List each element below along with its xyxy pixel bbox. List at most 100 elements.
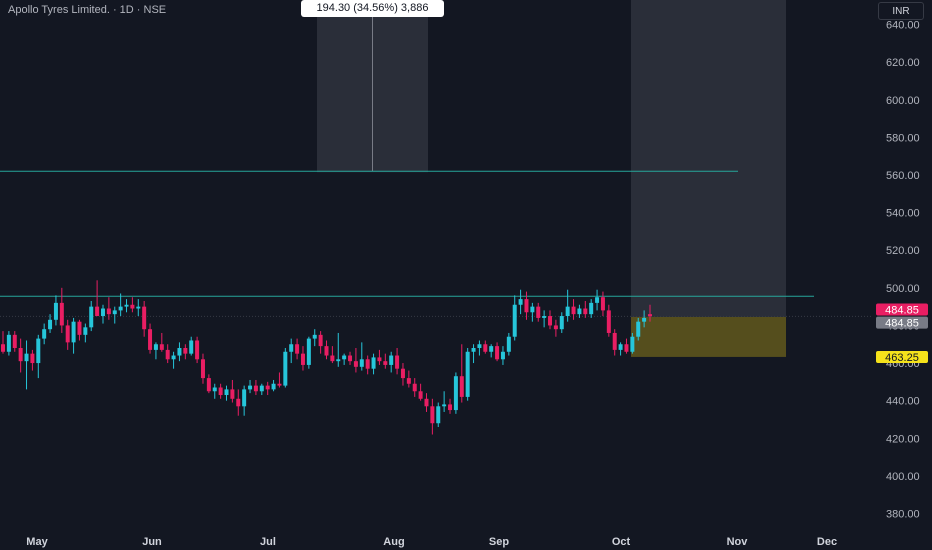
candle[interactable] [436,402,441,427]
price-axis[interactable]: 380.00400.00420.00440.00460.00480.00500.… [886,20,920,521]
candle[interactable] [383,353,388,369]
candle[interactable] [148,323,153,354]
candle[interactable] [506,332,511,356]
candle[interactable] [212,383,217,399]
candle[interactable] [248,379,253,394]
candle[interactable] [595,289,600,311]
candle[interactable] [524,291,529,320]
candle[interactable] [571,299,576,320]
candle[interactable] [589,299,594,318]
candle[interactable] [530,302,535,322]
candle[interactable] [306,336,311,369]
candle[interactable] [442,391,447,412]
candle[interactable] [489,344,494,358]
candle[interactable] [83,323,88,343]
candle[interactable] [142,300,147,337]
candle[interactable] [189,336,194,356]
candle[interactable] [636,317,641,341]
candle[interactable] [553,319,558,337]
candle[interactable] [406,370,411,388]
candle[interactable] [377,349,382,365]
candle[interactable] [242,385,247,416]
candle[interactable] [112,306,117,324]
candle[interactable] [577,304,582,318]
candle[interactable] [483,340,488,354]
candle[interactable] [289,338,294,364]
candle[interactable] [453,372,458,414]
candle[interactable] [300,346,305,371]
candle[interactable] [24,340,29,390]
candle[interactable] [312,329,317,347]
candle[interactable] [159,332,164,352]
candle[interactable] [500,346,505,365]
candle[interactable] [30,349,35,371]
candle[interactable] [195,336,200,364]
candle[interactable] [230,379,235,403]
candle[interactable] [36,334,41,379]
candle[interactable] [265,381,270,396]
candle[interactable] [559,312,564,333]
candle[interactable] [565,289,570,322]
candle[interactable] [348,351,353,365]
candle[interactable] [471,344,476,364]
candle[interactable] [200,353,205,384]
candle[interactable] [206,374,211,394]
candle[interactable] [495,342,500,362]
candle[interactable] [430,398,435,435]
candle[interactable] [283,348,288,388]
candle[interactable] [48,314,53,333]
candle[interactable] [6,331,11,356]
candle[interactable] [236,389,241,416]
candle[interactable] [165,344,170,364]
candle[interactable] [342,353,347,365]
time-axis[interactable]: May Jun Jul Aug Sep Oct Nov Dec [26,536,837,548]
candle[interactable] [395,348,400,375]
candle[interactable] [612,329,617,356]
candle[interactable] [124,299,129,313]
candle[interactable] [1,331,5,354]
candle[interactable] [71,317,76,354]
candle[interactable] [371,353,376,375]
candle[interactable] [618,342,623,356]
candle[interactable] [271,379,276,392]
candle[interactable] [465,348,470,401]
candle[interactable] [648,304,652,322]
candle[interactable] [359,342,364,371]
candle[interactable] [95,280,100,317]
candle[interactable] [65,319,70,350]
candle[interactable] [365,355,370,375]
candle[interactable] [330,346,335,364]
candle[interactable] [318,331,323,354]
candle[interactable] [548,310,553,330]
candle[interactable] [100,304,105,324]
candle[interactable] [53,295,58,326]
candle[interactable] [606,304,611,337]
candle[interactable] [412,378,417,397]
candle[interactable] [218,383,223,399]
candle[interactable] [259,383,264,396]
candle[interactable] [630,332,635,354]
candle[interactable] [536,302,541,322]
candle[interactable] [518,289,523,315]
candle[interactable] [224,385,229,401]
candle[interactable] [512,295,517,341]
candle[interactable] [624,338,629,354]
candle[interactable] [353,348,358,373]
candle[interactable] [118,293,123,317]
candle[interactable] [153,342,158,360]
candle[interactable] [295,338,300,360]
candle[interactable] [642,310,647,328]
candle[interactable] [418,383,423,401]
candle[interactable] [12,331,17,352]
candle[interactable] [424,393,429,412]
candle[interactable] [477,340,482,356]
candle[interactable] [324,340,329,360]
candle[interactable] [400,363,405,386]
candle[interactable] [448,398,453,414]
candle[interactable] [277,372,282,388]
candle[interactable] [136,299,141,317]
candle[interactable] [130,297,135,313]
candle[interactable] [42,323,47,345]
candles-group[interactable] [1,280,652,435]
candle[interactable] [459,344,464,403]
